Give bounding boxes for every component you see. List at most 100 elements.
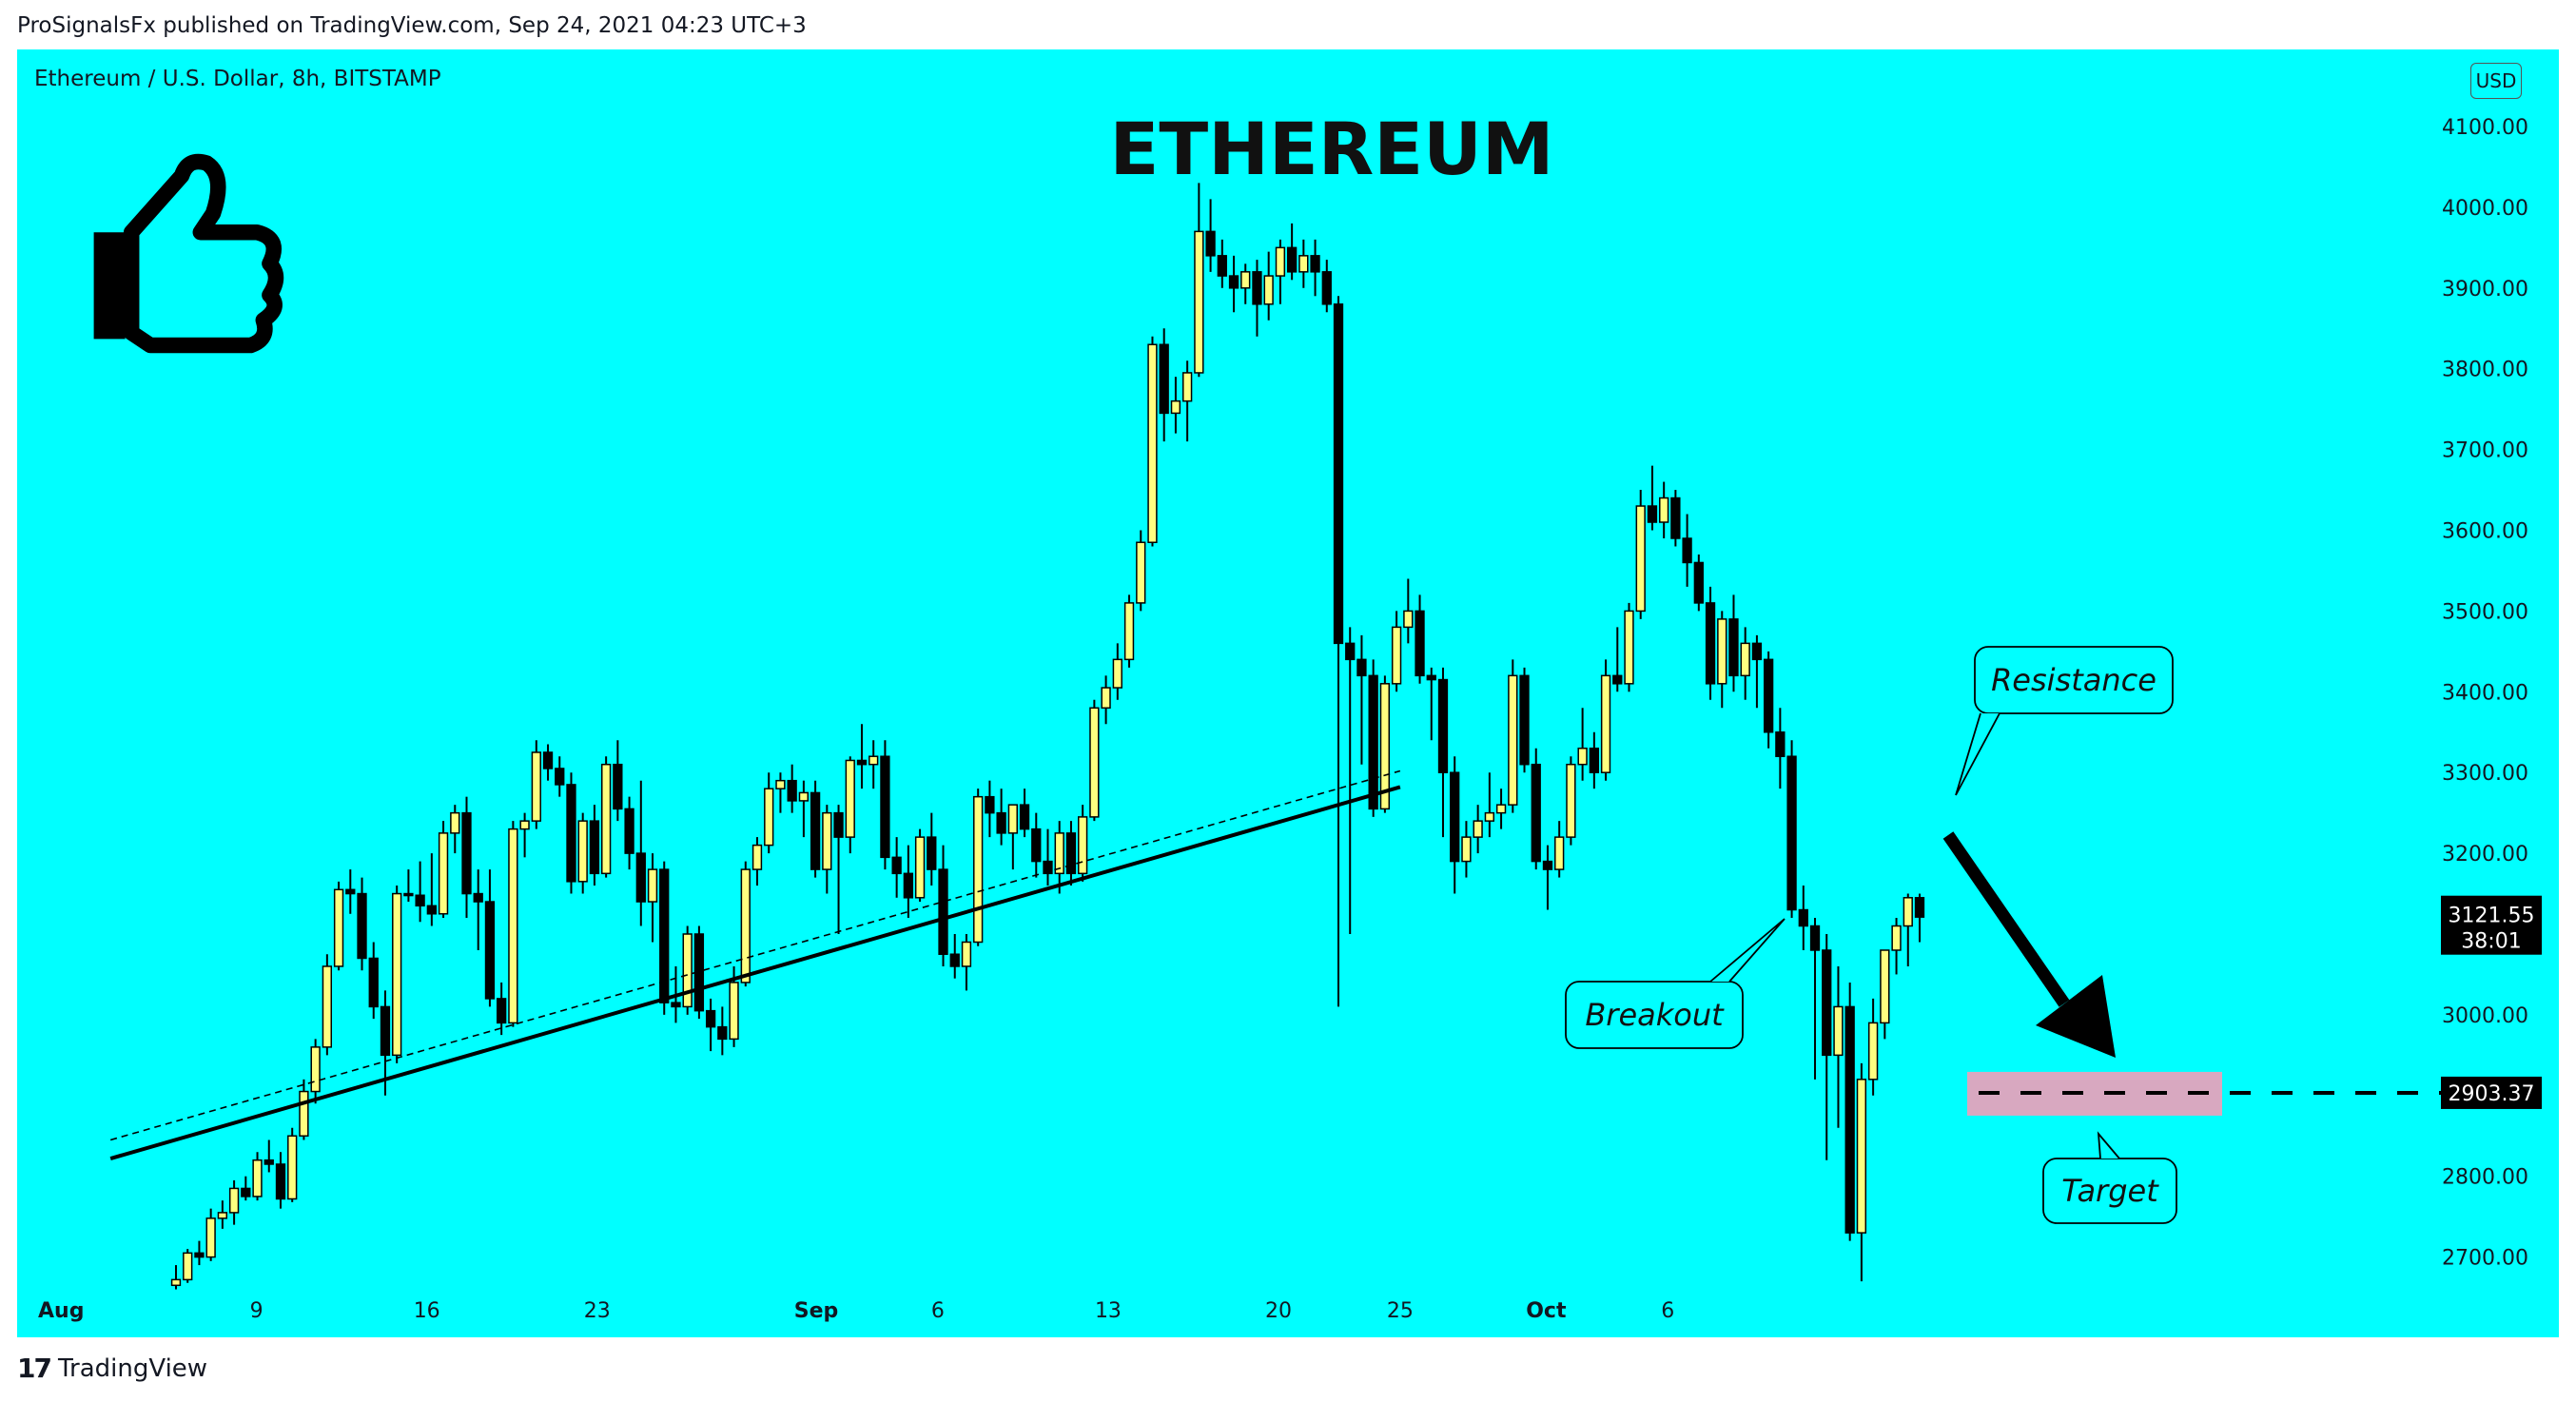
candle	[555, 768, 565, 786]
candle	[659, 868, 670, 1003]
candle	[403, 892, 414, 897]
candle	[1019, 804, 1030, 830]
candle	[263, 1159, 274, 1165]
candle	[1217, 255, 1227, 277]
candle	[856, 759, 868, 766]
y-tick-label: 3200.00	[2442, 843, 2528, 867]
x-tick-label: 25	[1387, 1299, 1414, 1323]
candle	[1903, 897, 1913, 927]
candle	[1554, 836, 1565, 870]
candle	[1508, 674, 1518, 806]
candle	[1531, 763, 1541, 863]
candle	[1751, 642, 1763, 661]
candle	[380, 1005, 391, 1057]
candle	[577, 820, 588, 883]
candle	[1205, 230, 1216, 257]
candle	[1635, 505, 1646, 613]
target-price-label	[2441, 1076, 2542, 1109]
x-tick-label: 13	[1095, 1299, 1122, 1323]
candle	[1194, 230, 1204, 374]
candle	[1775, 731, 1786, 757]
candle	[1844, 1005, 1855, 1234]
candle	[1252, 271, 1262, 305]
candle	[927, 836, 937, 870]
chart-title: ETHEREUM	[1109, 107, 1553, 191]
y-tick-label: 3600.00	[2442, 520, 2528, 544]
candle	[1345, 642, 1356, 661]
x-tick-label: 20	[1265, 1299, 1292, 1323]
x-tick-label: 23	[584, 1299, 611, 1323]
candle	[1670, 497, 1681, 539]
candle	[1368, 674, 1378, 810]
x-tick-label: Aug	[38, 1299, 84, 1323]
candle	[1798, 908, 1808, 927]
candle	[1809, 925, 1821, 951]
candle	[1275, 246, 1286, 277]
candle	[415, 894, 425, 907]
candle	[542, 751, 554, 769]
y-tick-label: 4100.00	[2442, 116, 2528, 140]
candle	[228, 1187, 240, 1214]
arrow-shaft	[1942, 831, 2070, 1007]
y-tick-label: 3800.00	[2442, 359, 2528, 382]
candle	[1717, 618, 1727, 685]
resistance-callout-pointer	[1955, 712, 2000, 796]
candle	[938, 868, 948, 955]
candle	[1065, 832, 1077, 875]
candle	[1891, 925, 1902, 951]
thumbs-up-icon	[93, 153, 284, 354]
price-label	[2441, 895, 2542, 955]
candle	[322, 965, 333, 1048]
candle	[1495, 804, 1507, 814]
candle	[438, 832, 449, 915]
candle	[310, 1046, 321, 1093]
candle	[682, 933, 693, 1008]
candle	[1159, 343, 1169, 415]
candle	[647, 868, 658, 903]
candle	[1333, 303, 1344, 645]
candle	[1542, 860, 1553, 870]
candle	[764, 788, 774, 847]
candle	[833, 811, 844, 838]
candle	[473, 892, 483, 903]
currency-button[interactable]: USD	[2470, 63, 2522, 99]
y-tick-label: 3300.00	[2442, 762, 2528, 786]
candle	[1612, 674, 1623, 685]
candle	[1240, 271, 1251, 289]
candle	[1682, 537, 1692, 564]
x-tick-label: 16	[414, 1299, 440, 1323]
candle	[787, 779, 797, 802]
candle	[194, 1252, 205, 1258]
candle	[1577, 747, 1588, 766]
candle	[275, 1163, 286, 1200]
candle	[566, 784, 576, 883]
candle	[1461, 836, 1472, 863]
tradingview-brand[interactable]: 17 TradingView	[17, 1353, 207, 1384]
candle	[1101, 687, 1111, 710]
y-tick-label: 3400.00	[2442, 681, 2528, 705]
candle	[1356, 658, 1367, 677]
target-callout-label: Target	[2061, 1173, 2159, 1209]
candle	[450, 811, 460, 834]
candle	[1310, 255, 1320, 273]
candle	[845, 759, 855, 838]
price-countdown: 38:01	[2461, 930, 2521, 954]
candle	[508, 828, 518, 1024]
candle	[1112, 658, 1122, 689]
candle	[1473, 820, 1483, 838]
candle	[1566, 763, 1576, 838]
price-value: 3121.55	[2449, 905, 2535, 928]
candle	[822, 811, 832, 870]
candle	[751, 844, 763, 870]
x-tick-label: 9	[250, 1299, 263, 1323]
candle	[426, 905, 437, 915]
support-trendline	[109, 785, 1401, 1160]
candle	[484, 901, 496, 1000]
candle	[497, 998, 507, 1024]
candle	[600, 763, 612, 875]
tradingview-logo-icon: 17	[17, 1353, 52, 1384]
candle	[357, 892, 367, 960]
candle	[287, 1135, 298, 1200]
candle	[1415, 610, 1425, 677]
arrow-head	[2036, 975, 2116, 1058]
